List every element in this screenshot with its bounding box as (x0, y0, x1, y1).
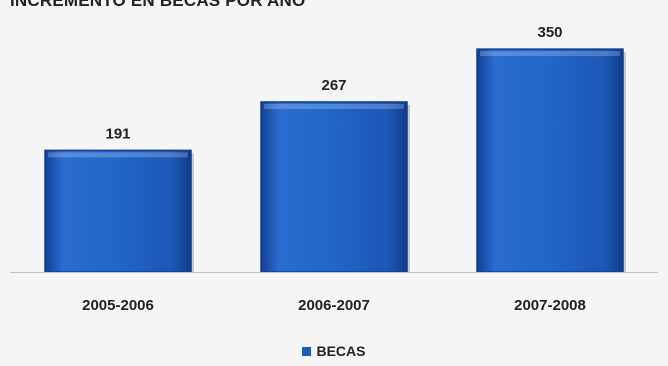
chart-title: INCREMENTO EN BECAS POR AÑO (10, 0, 306, 10)
bar-highlight (480, 51, 620, 57)
category-label-2007-2008: 2007-2008 (514, 297, 586, 314)
bar-highlight (264, 103, 404, 109)
data-label-2007-2008: 350 (537, 24, 562, 41)
category-label-2006-2007: 2006-2007 (298, 297, 370, 314)
bar-2006-2007 (260, 101, 408, 273)
legend-label-becas: BECAS (316, 343, 366, 359)
bar-highlight (48, 152, 188, 158)
category-label-2005-2006: 2005-2006 (82, 297, 154, 314)
data-label-2006-2007: 267 (321, 77, 346, 94)
bar-chart: 191 2005-2006 267 2006-2007 350 2007-2008 (10, 24, 658, 314)
bar-2007-2008 (476, 48, 624, 273)
data-label-2005-2006: 191 (105, 125, 130, 142)
legend: BECAS (0, 343, 668, 359)
bar-2005-2006 (44, 149, 192, 273)
legend-swatch (302, 346, 312, 356)
